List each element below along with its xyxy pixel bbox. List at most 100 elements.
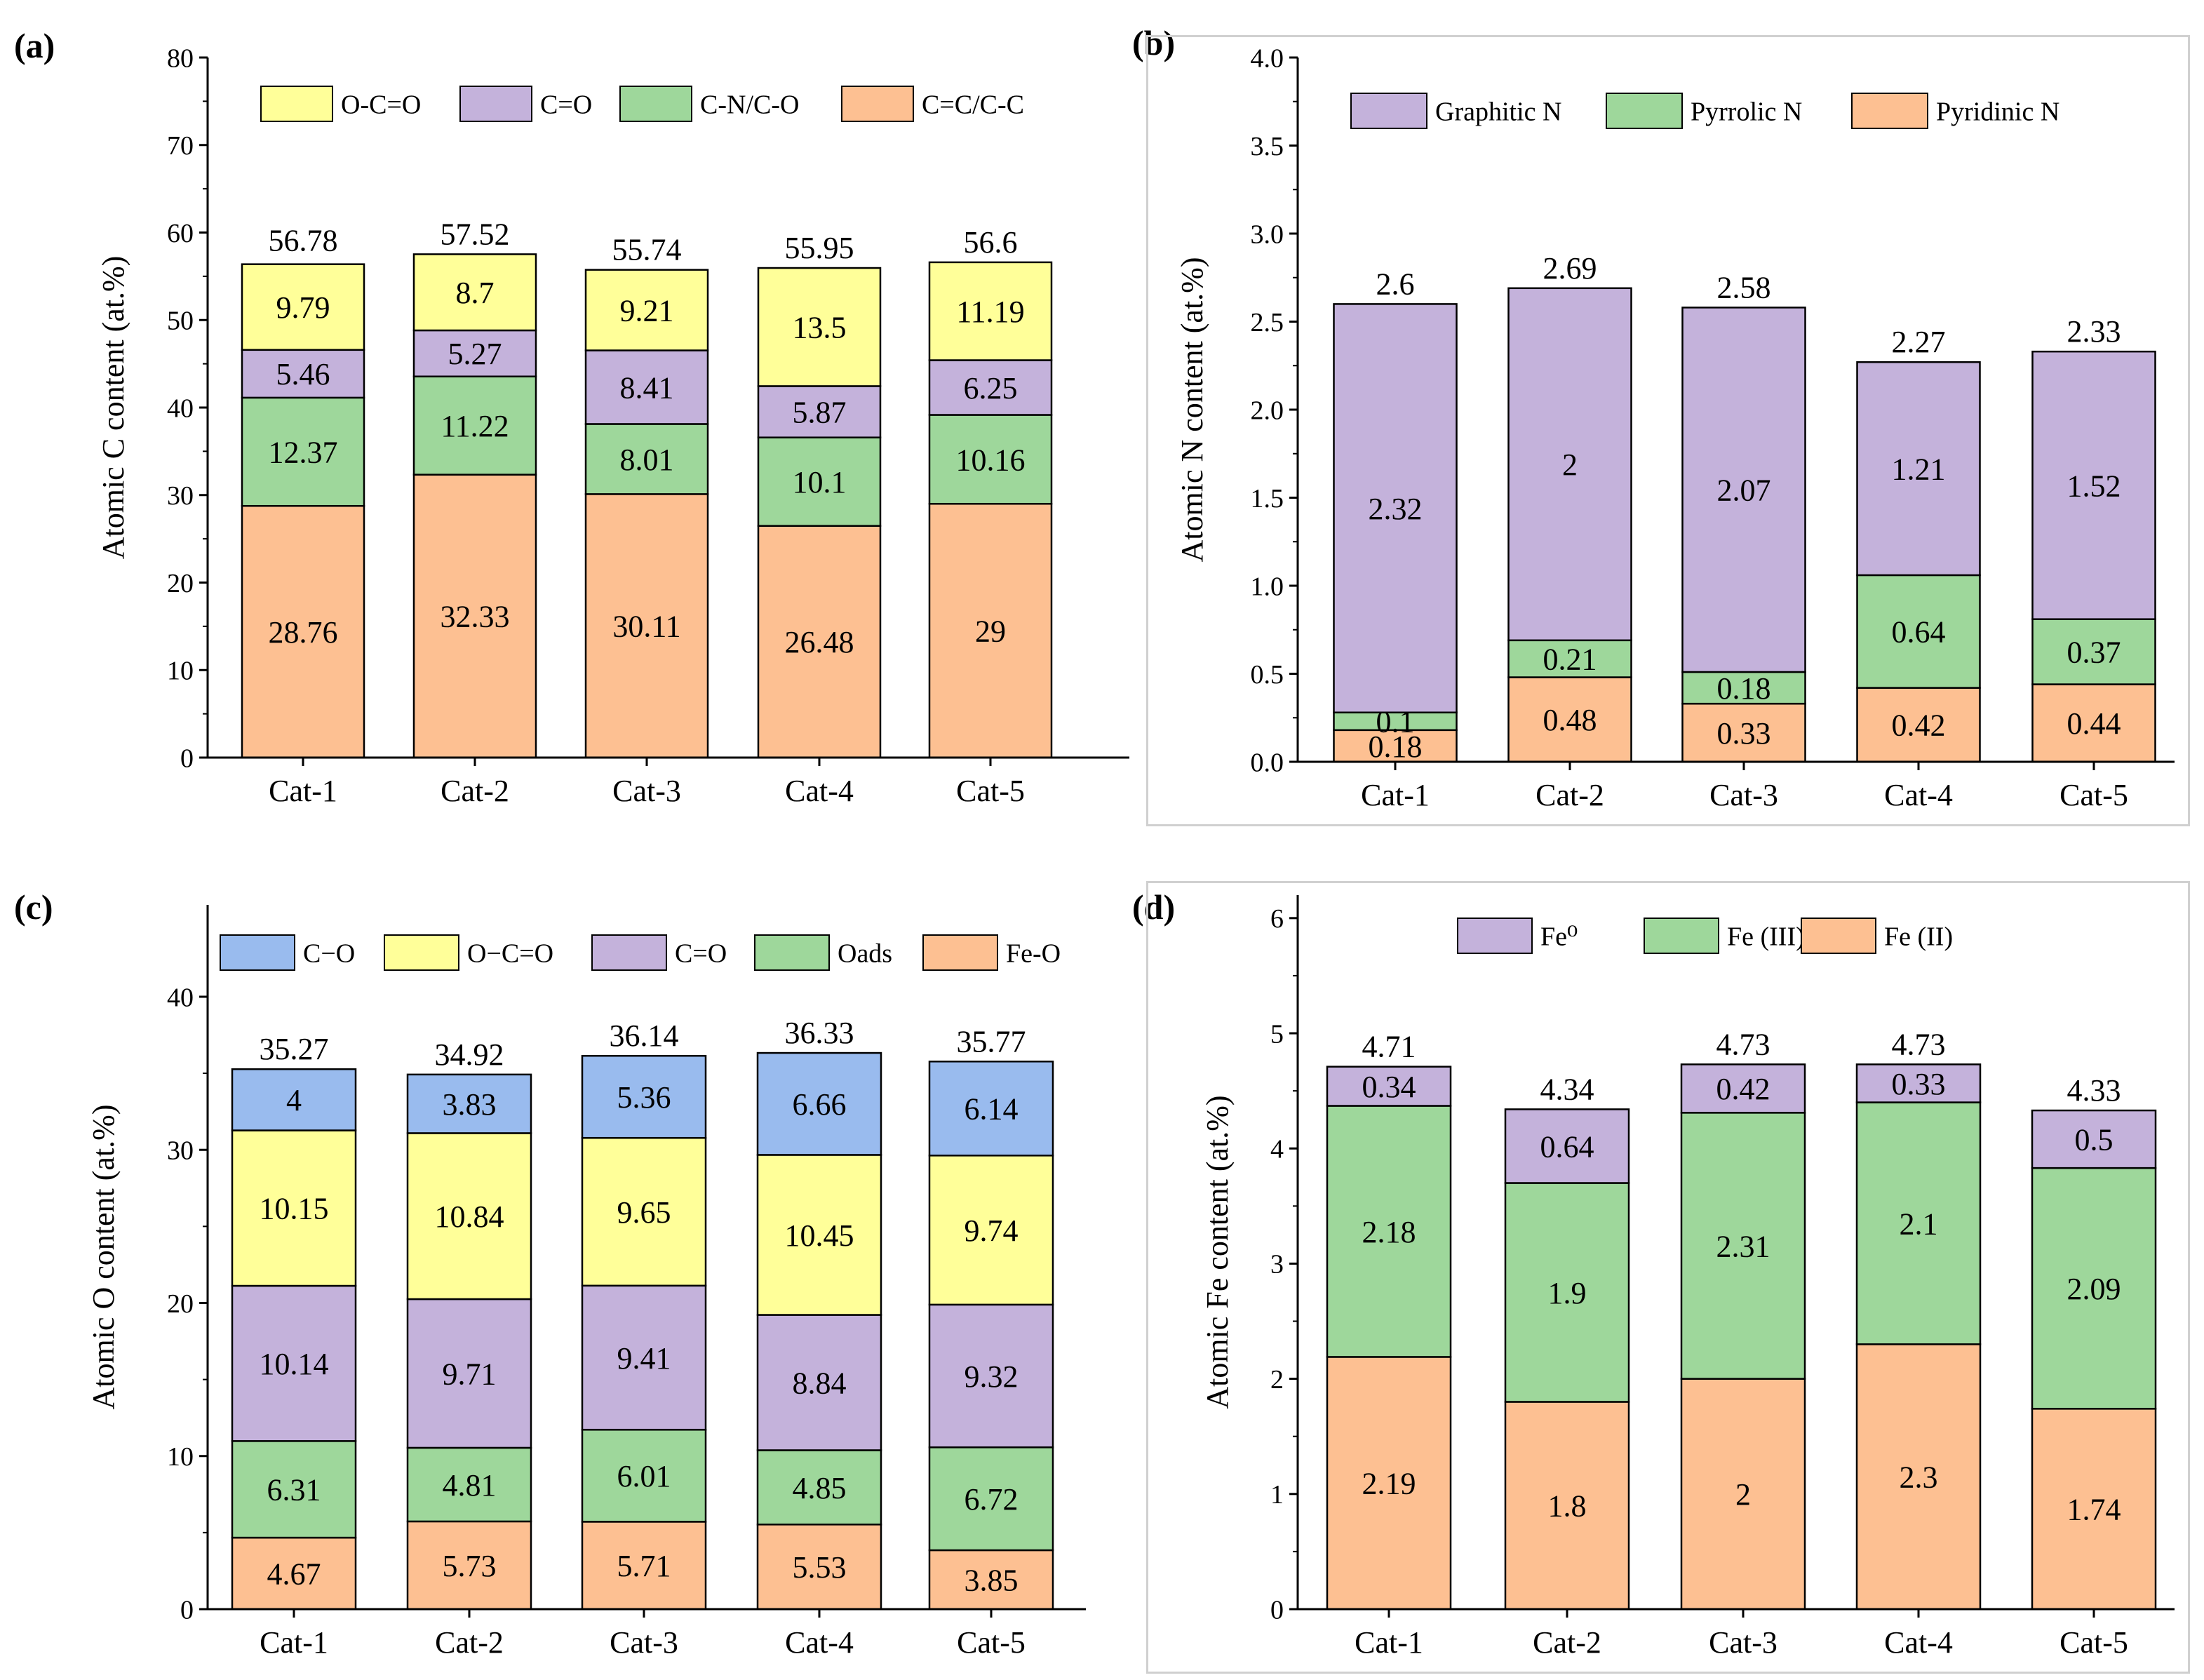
panel-a-chart: (a) 28.76 12.37 5.46 9.79 56.78 32.33 11.22 5.27… (14, 26, 1129, 808)
data-label: 2.32 (1369, 492, 1423, 526)
data-label: 5.87 (793, 395, 847, 429)
x-tick-label: Cat-5 (956, 774, 1025, 808)
bar-segment (1680, 1063, 1806, 1114)
total-label: 36.33 (785, 1016, 854, 1050)
bar-segment (928, 261, 1053, 361)
legend-swatch (220, 934, 295, 971)
data-label: 12.37 (269, 435, 338, 469)
y-tick-label: 10 (167, 657, 194, 686)
data-label: 10.15 (260, 1192, 329, 1226)
x-tick-label: Cat-5 (957, 1625, 1026, 1660)
bar-segment (581, 1428, 707, 1523)
data-label: 0.64 (1540, 1129, 1594, 1164)
bar-segment (1856, 361, 1981, 577)
bar-segment (1326, 1356, 1452, 1611)
data-label: 8.41 (620, 370, 674, 405)
panel-b-chart: (b)0.180.12.322.60.480.2122.690.330.182.… (1132, 23, 2175, 812)
total-label: 55.95 (785, 231, 854, 265)
total-label: 2.27 (1892, 325, 1946, 359)
panel-d-chart: (d)2.192.180.344.711.81.90.644.3422.310.… (1132, 887, 2175, 1660)
x-tick-label: Cat-4 (1884, 1625, 1953, 1660)
y-tick-label: 3.5 (1251, 132, 1284, 161)
x-tick-label: Cat-3 (1709, 778, 1778, 812)
legend-swatch (260, 86, 333, 122)
data-label: 2.18 (1362, 1215, 1416, 1249)
data-label: 2.1 (1900, 1207, 1938, 1241)
bar-segment (928, 359, 1053, 416)
y-tick-label: 1.5 (1251, 484, 1284, 513)
panel-d-frame (1146, 881, 2190, 1674)
legend-label: Fe-O (1006, 939, 1061, 968)
data-label: 9.65 (617, 1195, 671, 1230)
bar-segment (1504, 1401, 1630, 1611)
y-axis-title: Atomic N content (at.%) (1175, 257, 1209, 563)
bar-segment (756, 1314, 882, 1451)
y-axis-title: Atomic O content (at.%) (86, 1105, 121, 1410)
x-tick-label: Cat-2 (1536, 778, 1604, 812)
data-label: 10.45 (785, 1218, 854, 1253)
x-tick-label: Cat-2 (1533, 1625, 1601, 1660)
data-label: 3.83 (443, 1087, 497, 1122)
legend-swatch (1801, 918, 1876, 954)
data-label: 5.73 (443, 1549, 497, 1583)
data-label: 1.9 (1548, 1276, 1587, 1310)
y-tick-label: 4 (1270, 1135, 1284, 1164)
data-label: 0.33 (1892, 1067, 1946, 1101)
y-tick-label: 1.0 (1251, 572, 1284, 601)
legend-swatch (1457, 918, 1533, 954)
data-label: 0.21 (1543, 643, 1597, 677)
x-tick-label: Cat-5 (2059, 1625, 2128, 1660)
bar-segment (231, 1284, 357, 1442)
legend-label: Fe⁰ (1540, 922, 1578, 951)
data-label: 13.5 (793, 311, 847, 345)
y-tick-label: 5 (1270, 1019, 1284, 1049)
x-tick-label: Cat-5 (2059, 778, 2128, 812)
x-tick-label: Cat-2 (435, 1625, 504, 1660)
bar-segment (406, 1298, 532, 1449)
data-label: 0.64 (1892, 615, 1946, 650)
x-tick-label: Cat-1 (1355, 1625, 1423, 1660)
data-label: 2.09 (2067, 1272, 2121, 1306)
x-tick-label: Cat-4 (785, 774, 854, 808)
legend-swatch (841, 86, 914, 122)
bar-segment (1681, 307, 1806, 673)
legend-label: Fe (III) (1727, 922, 1805, 951)
data-label: 1.74 (2067, 1493, 2121, 1527)
data-label: 11.19 (956, 295, 1024, 329)
total-label: 34.92 (435, 1037, 504, 1072)
data-label: 9.21 (620, 293, 674, 328)
bar-segment (1326, 1105, 1452, 1358)
bar-segment (1507, 287, 1632, 642)
y-tick-label: 4.0 (1251, 43, 1284, 73)
legend-label: O−C=O (467, 939, 553, 968)
y-tick-label: 2 (1270, 1365, 1284, 1395)
data-label: 8.84 (793, 1366, 847, 1400)
legend-swatch (619, 86, 692, 122)
bar-segment (1855, 1101, 1982, 1345)
y-tick-label: 1 (1270, 1480, 1284, 1510)
y-tick-label: 0 (1270, 1595, 1284, 1625)
x-tick-label: Cat-3 (1709, 1625, 1778, 1660)
y-tick-label: 0 (180, 744, 194, 773)
data-label: 0.44 (2067, 706, 2121, 741)
data-label: 2.3 (1900, 1460, 1938, 1495)
total-label: 2.58 (1717, 270, 1771, 304)
y-tick-label: 50 (167, 307, 194, 336)
total-label: 57.52 (441, 217, 510, 251)
bar-segment (2031, 350, 2156, 620)
panel-label: (a) (14, 26, 55, 65)
total-label: 35.27 (260, 1032, 329, 1066)
bar-segment (581, 1136, 707, 1287)
bar-segment (2031, 618, 2156, 685)
legend-label: Pyridinic N (1936, 97, 2059, 126)
bar-segment (756, 1524, 882, 1611)
bar-segment (928, 1061, 1054, 1157)
total-label: 2.69 (1543, 251, 1597, 285)
panel-b-frame (1146, 35, 2190, 826)
bar-segment (756, 1449, 882, 1526)
total-label: 35.77 (957, 1024, 1026, 1059)
bar-segment (406, 1132, 532, 1301)
total-label: 2.33 (2067, 314, 2121, 349)
legend-swatch (591, 934, 667, 971)
data-label: 2.07 (1717, 473, 1771, 508)
